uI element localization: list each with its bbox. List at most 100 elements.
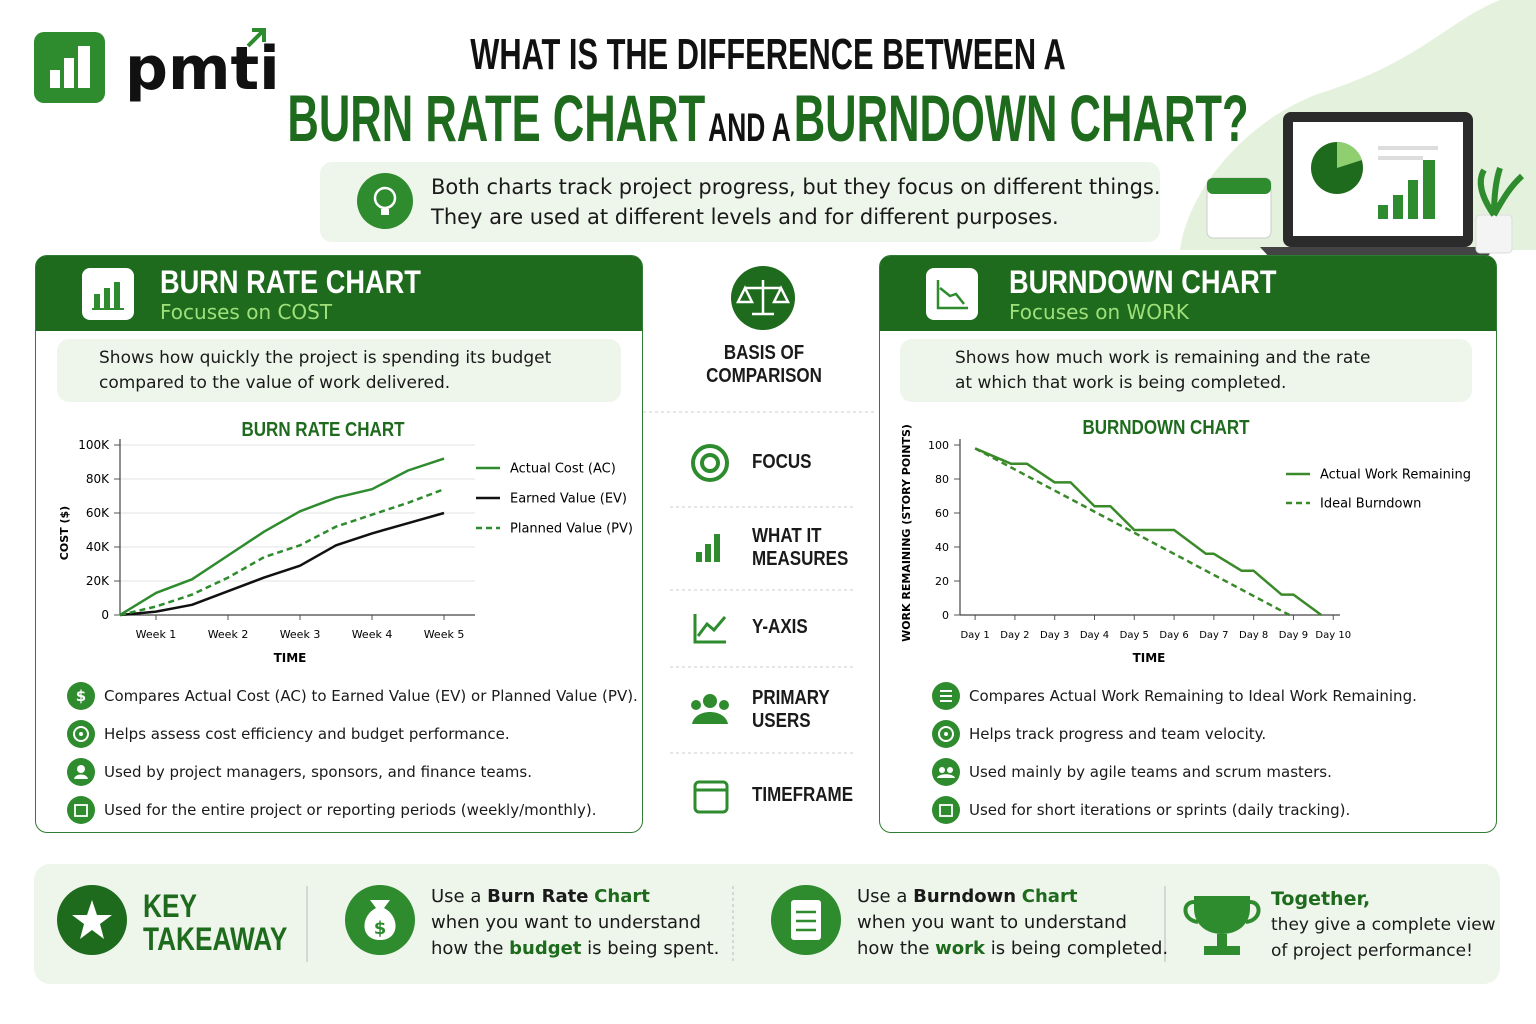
title-second: BURNDOWN CHART? [793, 81, 1249, 155]
brand: pmti [125, 34, 280, 104]
point: Helps assess cost efficiency and budget … [67, 715, 638, 753]
legend-label: Ideal Burndown [1320, 497, 1421, 512]
panel-title: BURN RATE CHART [160, 264, 421, 300]
y-axis-label: COST ($) [58, 506, 71, 560]
point: Used by project managers, sponsors, and … [67, 753, 638, 791]
screen-line [1378, 146, 1438, 150]
takeaway-line: when you want to understand [431, 912, 701, 933]
plant [1477, 167, 1525, 217]
y-tick-label: 40 [935, 541, 949, 554]
item-line: MEASURES [752, 548, 849, 570]
description: Shows how much work is remaining and the… [955, 346, 1370, 396]
heading-line: BASIS OF [723, 342, 805, 364]
burndown-icon [926, 268, 978, 320]
item-line: FOCUS [752, 451, 812, 473]
y-tick-label: 80 [935, 473, 949, 486]
y-tick-label: 20K [86, 574, 110, 588]
y-tick-label: 100 [928, 439, 949, 452]
emphasis: Burn Rate [487, 886, 589, 907]
point-text: Used mainly by agile teams and scrum mas… [969, 763, 1332, 781]
x-tick-label: Day 5 [1120, 630, 1149, 641]
description-line: compared to the value of work delivered. [99, 373, 451, 393]
text: how the [431, 938, 504, 959]
point-icon [67, 796, 95, 824]
intro-line: They are used at different levels and fo… [431, 205, 1059, 229]
item-line: PRIMARY [752, 687, 830, 709]
point-text: Used by project managers, sponsors, and … [104, 763, 532, 781]
screen-bar [1408, 180, 1418, 219]
svg-text:$: $ [76, 687, 86, 705]
takeaway-line: Use a Burn Rate Chart [431, 884, 719, 910]
logo-arrow [246, 28, 266, 48]
y-tick-label: 60 [935, 507, 949, 520]
item-line: WHAT IT [752, 525, 822, 547]
x-axis-label: TIME [274, 651, 307, 665]
title-join: AND A [708, 106, 791, 150]
screen-bar [1393, 195, 1403, 219]
burndown-points: Compares Actual Work Remaining to Ideal … [932, 677, 1417, 829]
svg-text:$: $ [374, 918, 387, 939]
chart-title: BURNDOWN CHART [1082, 416, 1250, 439]
text: Use a [857, 886, 908, 907]
point: Used mainly by agile teams and scrum mas… [932, 753, 1417, 791]
title-line2: BURN RATE CHART AND A BURNDOWN CHART? [261, 80, 1275, 156]
screen-line [1378, 156, 1423, 160]
emphasis: Chart [1021, 886, 1078, 907]
item-line: USERS [752, 710, 811, 732]
x-axis-label: TIME [1133, 651, 1166, 665]
series-line [974, 447, 1323, 617]
y-tick-label: 40K [86, 540, 110, 554]
y-tick-label: 0 [942, 609, 949, 622]
point-text: Used for short iterations or sprints (da… [969, 801, 1351, 819]
point-text: Used for the entire project or reporting… [104, 801, 597, 819]
series-line [974, 447, 1291, 617]
item-line: Y-AXIS [752, 616, 808, 638]
pie-slice [1337, 141, 1362, 168]
title-first: BURN RATE CHART [287, 81, 706, 155]
x-tick-label: Day 4 [1080, 630, 1109, 641]
takeaway-heading: KEY TAKEAWAY [143, 890, 287, 956]
description-box [900, 339, 1472, 402]
point-icon: $ [67, 682, 95, 710]
takeaway-line: Use a Burndown Chart [857, 884, 1168, 910]
panel-subtitle: Focuses on WORK [1009, 300, 1189, 324]
x-tick-label: Week 5 [424, 628, 465, 641]
point-text: Helps track progress and team velocity. [969, 725, 1267, 743]
x-tick-label: Day 3 [1040, 630, 1069, 641]
x-tick-label: Day 7 [1199, 630, 1228, 641]
takeaway-together: Together, they give a complete view of p… [1271, 886, 1496, 964]
point-icon [67, 758, 95, 786]
x-tick-label: Day 10 [1315, 630, 1351, 641]
point-icon [67, 720, 95, 748]
comparison-heading: BASIS OF COMPARISON [679, 342, 849, 388]
y-tick-label: 20 [935, 575, 949, 588]
takeaway-art: $ [57, 885, 1261, 962]
legend-label: Earned Value (EV) [510, 492, 627, 507]
description-line: Shows how quickly the project is spendin… [99, 348, 552, 368]
x-tick-label: Day 2 [1000, 630, 1029, 641]
point-icon [932, 758, 960, 786]
comparison-art [643, 266, 877, 814]
heading-line: COMPARISON [706, 365, 822, 387]
description-line: Shows how much work is remaining and the… [955, 348, 1371, 368]
takeaway-line: how the work is being completed. [857, 936, 1168, 962]
series-line [119, 488, 445, 617]
comparison-item: FOCUS [752, 451, 812, 474]
point: $ Compares Actual Cost (AC) to Earned Val… [67, 677, 638, 715]
x-tick-label: Week 2 [208, 628, 249, 641]
intro-box [320, 162, 1160, 242]
x-tick-label: Week 4 [352, 628, 393, 641]
burn-rate-icon [82, 268, 134, 320]
emphasis: work [935, 938, 985, 959]
y-tick-label: 0 [101, 608, 109, 622]
screen-bar [1423, 160, 1435, 219]
takeaway-line: they give a complete view [1271, 915, 1496, 935]
emphasis: budget [509, 938, 582, 959]
emphasis: Chart [594, 886, 650, 907]
description-line: at which that work is being completed. [955, 373, 1287, 393]
takeaway-line: of project performance! [1271, 941, 1473, 961]
point-icon [932, 682, 960, 710]
series-line [119, 511, 445, 617]
series-line [119, 457, 445, 617]
y-tick-label: 100K [78, 438, 110, 452]
